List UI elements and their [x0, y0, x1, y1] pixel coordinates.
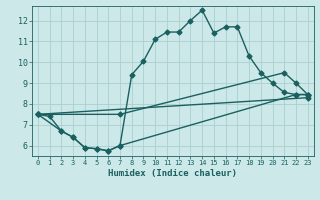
- X-axis label: Humidex (Indice chaleur): Humidex (Indice chaleur): [108, 169, 237, 178]
